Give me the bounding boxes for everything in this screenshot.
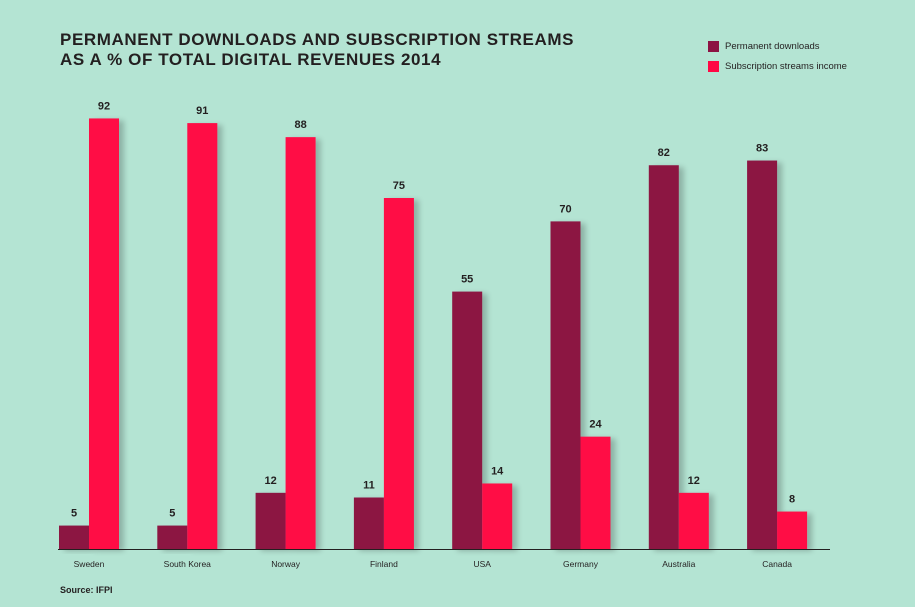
bar-downloads-germany	[550, 221, 581, 549]
bar-downloads-finland	[353, 497, 384, 549]
x-tick-sweden: Sweden	[74, 559, 105, 569]
data-label-downloads-norway: 12	[264, 475, 276, 487]
bar-downloads-norway	[255, 492, 286, 549]
legend-item-downloads: Permanent downloads	[708, 36, 847, 56]
chart-title-line-2: AS A % OF TOTAL DIGITAL REVENUES 2014	[60, 50, 442, 69]
data-label-streams-germany: 24	[589, 419, 602, 431]
legend-swatch-streams	[708, 60, 719, 72]
x-tick-germany: Germany	[563, 559, 599, 569]
data-label-streams-sweden: 92	[98, 100, 110, 112]
bar-streams-south-korea	[187, 123, 218, 550]
data-label-downloads-sweden: 5	[71, 508, 77, 520]
bar-downloads-canada	[747, 160, 778, 549]
data-label-streams-norway: 88	[294, 119, 306, 131]
chart-title: PERMANENT DOWNLOADS AND SUBSCRIPTION STR…	[60, 30, 574, 70]
data-label-downloads-australia: 82	[658, 147, 670, 159]
bar-streams-finland	[383, 198, 414, 549]
legend-swatch-downloads	[708, 40, 719, 52]
x-tick-canada: Canada	[762, 559, 792, 569]
data-label-downloads-south-korea: 5	[169, 508, 175, 520]
data-label-downloads-canada: 83	[756, 143, 768, 155]
bar-downloads-south-korea	[157, 525, 188, 549]
data-label-streams-usa: 14	[491, 465, 504, 477]
x-tick-finland: Finland	[370, 559, 398, 569]
bar-downloads-australia	[648, 165, 679, 550]
x-tick-south-korea: South Korea	[164, 559, 212, 569]
source-note: Source: IFPI	[60, 585, 113, 595]
legend-label-streams: Subscription streams income	[725, 60, 847, 72]
data-label-downloads-usa: 55	[461, 274, 473, 286]
data-label-streams-canada: 8	[789, 494, 795, 506]
data-label-streams-finland: 75	[393, 180, 405, 192]
bar-downloads-usa	[452, 291, 483, 549]
chart-legend: Permanent downloads Subscription streams…	[708, 36, 847, 76]
legend-label-downloads: Permanent downloads	[725, 40, 820, 52]
chart-title-line-1: PERMANENT DOWNLOADS AND SUBSCRIPTION STR…	[60, 30, 575, 49]
bar-streams-norway	[285, 137, 316, 549]
bar-streams-sweden	[89, 118, 119, 549]
bar-streams-usa	[482, 483, 513, 549]
data-label-streams-australia: 12	[688, 475, 700, 487]
bar-streams-australia	[678, 492, 709, 549]
x-tick-norway: Norway	[271, 559, 301, 569]
data-label-downloads-finland: 11	[363, 480, 375, 492]
bar-downloads-sweden	[59, 525, 89, 549]
x-tick-australia: Australia	[662, 559, 695, 569]
bar-streams-canada	[777, 511, 808, 549]
data-label-downloads-germany: 70	[559, 203, 571, 215]
legend-item-streams: Subscription streams income	[708, 56, 847, 76]
data-label-streams-south-korea: 91	[196, 105, 208, 117]
bar-streams-germany	[580, 436, 611, 549]
x-tick-usa: USA	[473, 559, 491, 569]
